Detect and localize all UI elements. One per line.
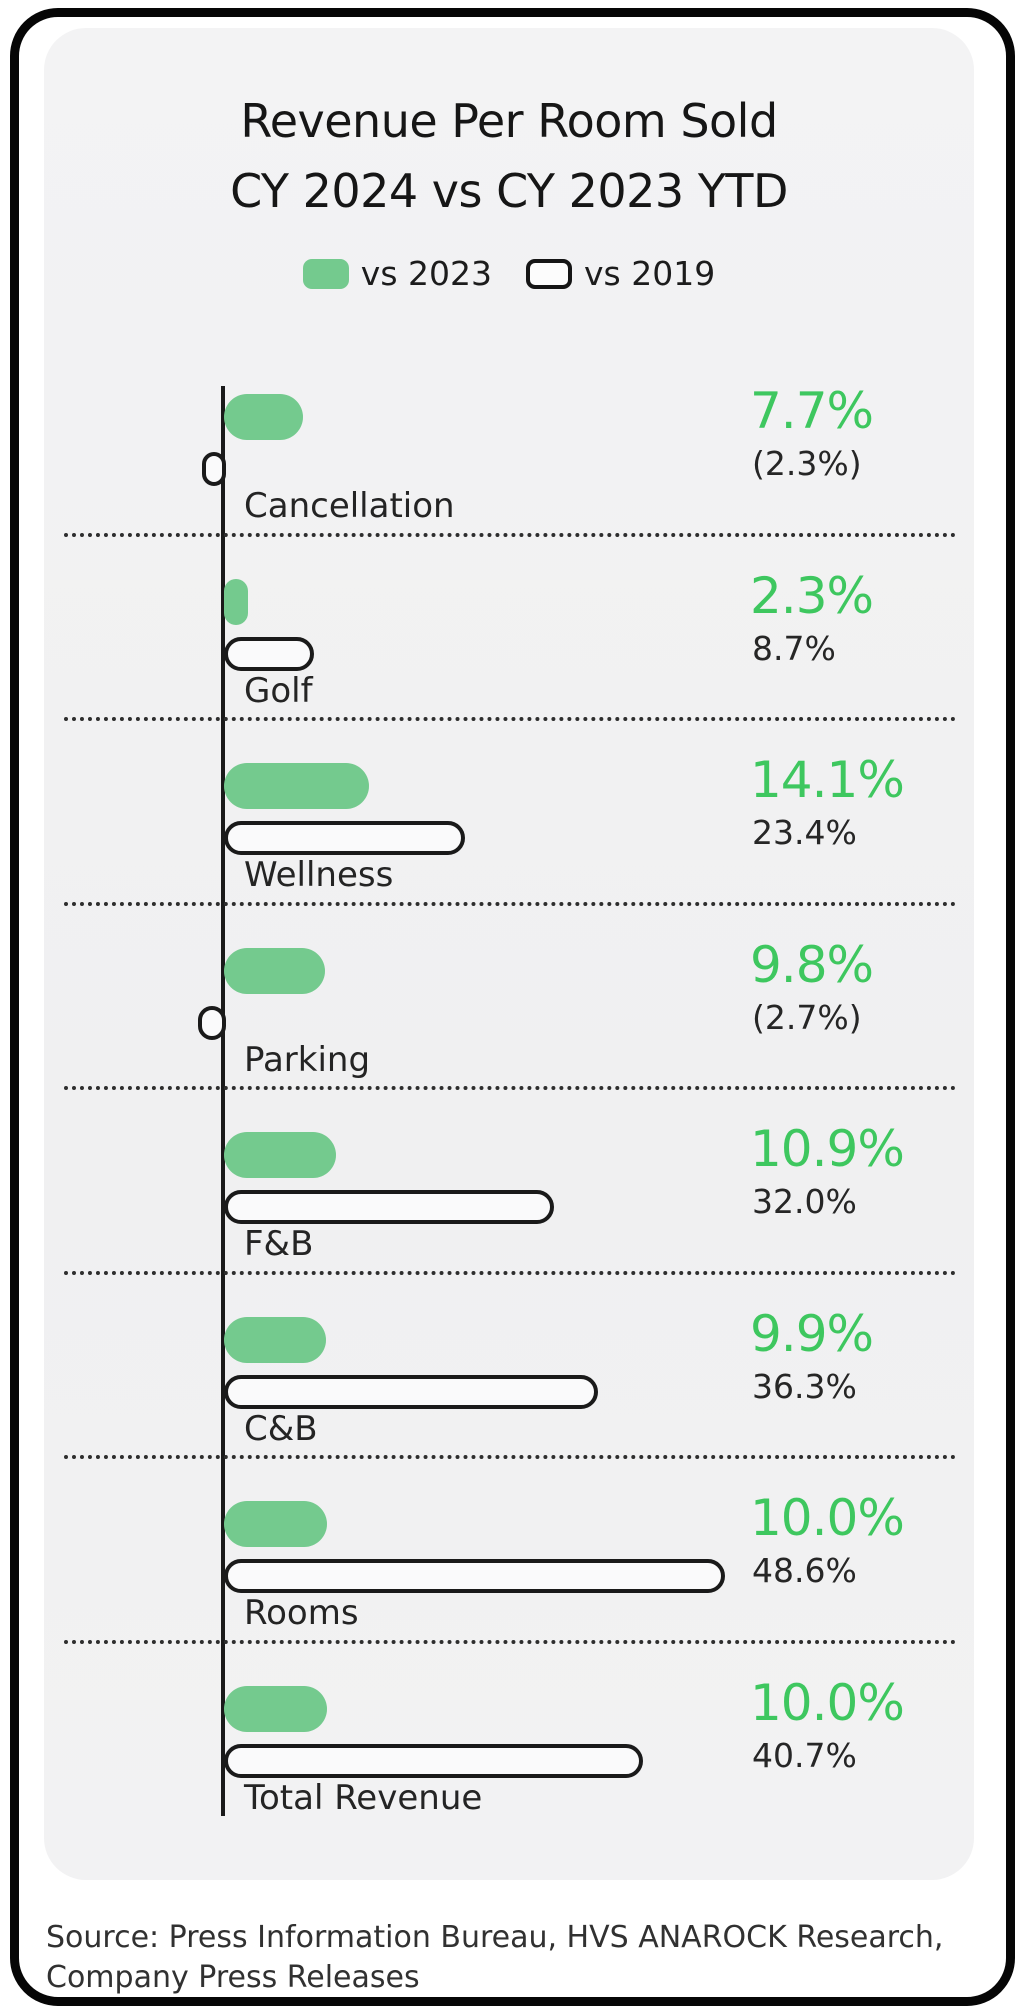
legend-swatch-green-icon <box>302 258 349 289</box>
value-vs2019: 40.7% <box>752 1735 857 1775</box>
value-vs2019: (2.7%) <box>752 997 862 1037</box>
value-vs2023: 10.9% <box>750 1120 905 1178</box>
plot-area: Cancellation 7.7% (2.3%) Golf 2.3% 8.7% … <box>44 352 974 1830</box>
value-vs2023: 14.1% <box>750 751 905 809</box>
bar-vs2023 <box>224 1132 337 1178</box>
value-vs2023: 10.0% <box>750 1489 905 1547</box>
category-row: Wellness 14.1% 23.4% <box>44 721 974 906</box>
category-row: Parking 9.8% (2.7%) <box>44 906 974 1091</box>
category-row: Cancellation 7.7% (2.3%) <box>44 352 974 537</box>
legend-label-vs2019: vs 2019 <box>584 254 716 293</box>
bar-vs2019 <box>224 1559 725 1593</box>
source-line2: Company Press Releases <box>46 1960 420 1995</box>
chart-title: Revenue Per Room Sold CY 2024 vs CY 2023… <box>44 86 974 226</box>
category-label: Parking <box>244 1039 371 1080</box>
value-vs2023: 7.7% <box>750 382 874 440</box>
chart-title-line2: CY 2024 vs CY 2023 YTD <box>230 164 788 218</box>
bar-vs2023 <box>224 763 370 809</box>
value-vs2023: 9.8% <box>750 935 874 994</box>
bar-vs2023 <box>224 947 325 994</box>
bar-vs2023 <box>224 1316 326 1363</box>
bar-vs2019 <box>224 1190 554 1224</box>
value-vs2019: 23.4% <box>752 813 857 852</box>
bar-vs2019 <box>224 636 314 671</box>
bar-vs2023 <box>224 1501 327 1547</box>
category-row: F&B 10.9% 32.0% <box>44 1090 974 1275</box>
legend-label-vs2023: vs 2023 <box>360 254 492 293</box>
category-label: Cancellation <box>244 486 455 526</box>
value-vs2019: 36.3% <box>752 1366 857 1406</box>
category-label: Wellness <box>244 855 394 895</box>
value-vs2023: 2.3% <box>750 566 874 625</box>
chart-legend: vs 2023 vs 2019 <box>44 254 974 293</box>
bar-vs2019 <box>224 1374 598 1409</box>
category-row: Total Revenue 10.0% 40.7% <box>44 1644 974 1829</box>
category-label: F&B <box>244 1224 314 1264</box>
value-vs2019: 48.6% <box>752 1551 857 1590</box>
category-label: C&B <box>244 1408 318 1449</box>
category-label: Rooms <box>244 1593 359 1633</box>
legend-swatch-white-icon <box>526 258 572 289</box>
category-label: Total Revenue <box>244 1777 483 1818</box>
chart-card: Revenue Per Room Sold CY 2024 vs CY 2023… <box>44 28 974 1880</box>
value-vs2019: (2.3%) <box>752 444 862 483</box>
category-label: Golf <box>244 670 313 711</box>
bar-vs2023 <box>224 578 248 625</box>
category-row: C&B 9.9% 36.3% <box>44 1275 974 1460</box>
value-vs2023: 9.9% <box>750 1304 874 1363</box>
bar-vs2023 <box>224 394 304 440</box>
bar-vs2019 <box>202 452 226 486</box>
legend-item-vs2023: vs 2023 <box>302 254 492 293</box>
bar-vs2019 <box>224 821 466 855</box>
plot-rows: Cancellation 7.7% (2.3%) Golf 2.3% 8.7% … <box>44 352 974 1828</box>
legend-item-vs2019: vs 2019 <box>526 254 715 293</box>
value-vs2019: 32.0% <box>752 1182 857 1221</box>
value-vs2019: 8.7% <box>752 628 836 668</box>
bar-vs2019 <box>198 1005 226 1040</box>
bar-vs2019 <box>224 1743 644 1778</box>
zero-axis-line <box>221 386 225 1816</box>
source-line1: Source: Press Information Bureau, HVS AN… <box>46 1920 944 1955</box>
chart-title-line1: Revenue Per Room Sold <box>240 94 778 148</box>
value-vs2023: 10.0% <box>750 1673 905 1732</box>
bar-vs2023 <box>224 1685 327 1732</box>
source-note: Source: Press Information Bureau, HVS AN… <box>46 1918 946 1998</box>
category-row: Rooms 10.0% 48.6% <box>44 1459 974 1644</box>
category-row: Golf 2.3% 8.7% <box>44 537 974 722</box>
